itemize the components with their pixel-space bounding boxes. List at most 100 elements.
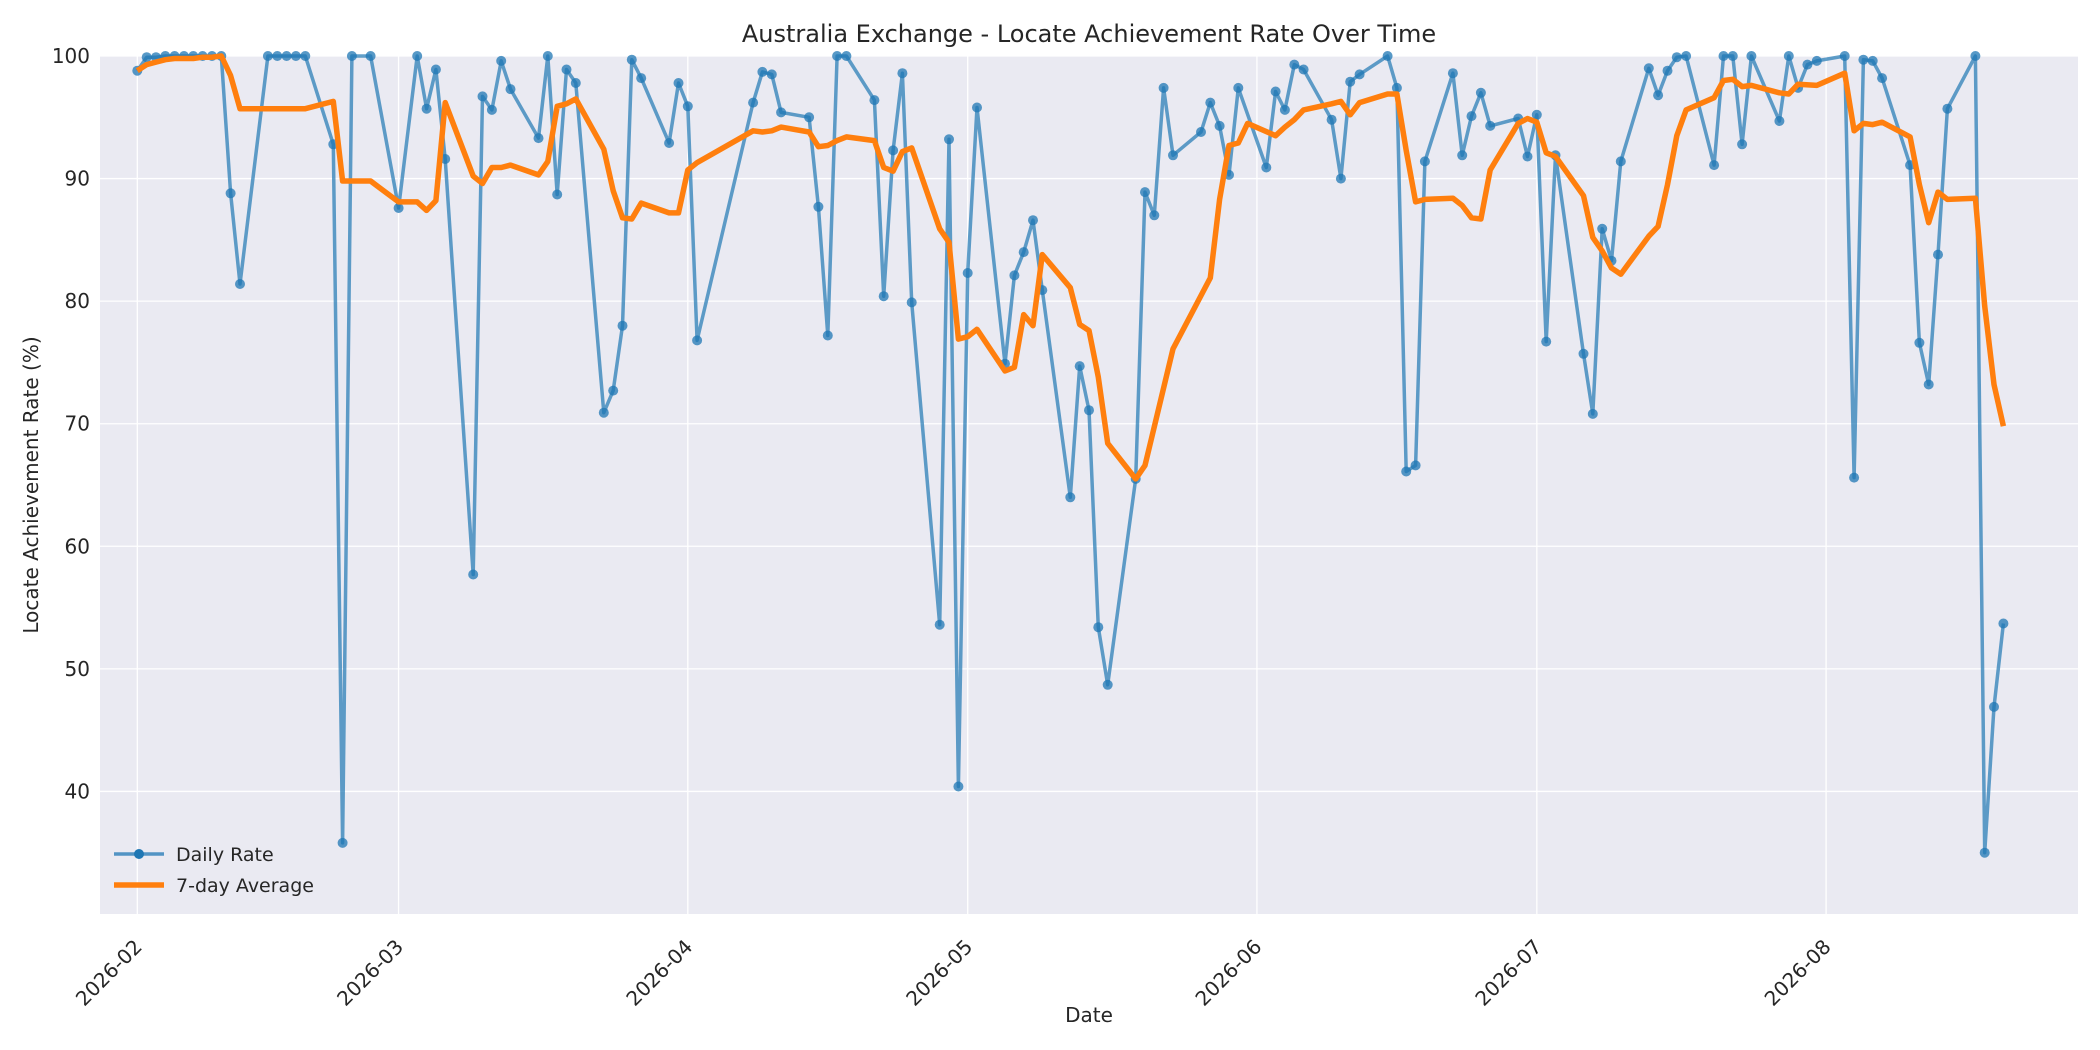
daily-rate-point — [1998, 618, 2009, 629]
y-tick-label: 100 — [52, 44, 90, 68]
daily-rate-point — [822, 330, 833, 341]
daily-rate-point — [1718, 51, 1729, 61]
daily-rate-point — [878, 291, 889, 302]
daily-rate-point — [1727, 51, 1738, 61]
daily-rate-point — [1065, 492, 1076, 503]
y-tick-label: 90 — [65, 167, 90, 191]
daily-rate-point — [636, 73, 647, 84]
daily-rate-point — [1578, 348, 1589, 359]
daily-rate-point — [1410, 460, 1421, 471]
daily-rate-point — [477, 91, 488, 102]
daily-rate-point — [1979, 847, 1990, 858]
daily-rate-point — [1933, 249, 1943, 260]
daily-rate-point — [1205, 97, 1216, 108]
daily-rate-point — [1653, 90, 1664, 101]
daily-rate-point — [1475, 87, 1486, 98]
legend-average-label: 7-day Average — [176, 875, 314, 897]
daily-rate-point — [1149, 210, 1160, 221]
daily-rate-point — [1391, 82, 1402, 93]
daily-rate-point — [804, 112, 815, 123]
daily-rate-point — [608, 385, 619, 396]
daily-rate-point — [1084, 405, 1094, 416]
series-layer — [132, 51, 2009, 858]
y-tick-label: 70 — [65, 412, 90, 436]
daily-rate-point — [1615, 156, 1626, 167]
daily-rate-point — [1028, 215, 1038, 226]
daily-rate-point — [869, 95, 880, 106]
legend-daily-marker — [134, 849, 144, 859]
daily-rate-point — [1270, 86, 1281, 97]
daily-rate-point — [346, 51, 357, 61]
daily-rate-point — [1018, 247, 1029, 258]
daily-rate-point — [552, 189, 563, 200]
daily-rate-point — [953, 781, 964, 792]
daily-rate-point — [1587, 408, 1598, 419]
daily-rate-point — [748, 97, 759, 108]
daily-rate-point — [944, 134, 954, 145]
daily-rate-point — [1643, 63, 1654, 74]
daily-rate-point — [1158, 82, 1169, 93]
daily-rate-point — [1942, 103, 1953, 114]
daily-rate-point — [1522, 151, 1533, 162]
daily-rate-point — [1671, 52, 1682, 63]
daily-rate-point — [1279, 104, 1290, 115]
x-axis-label: Date — [1065, 1003, 1113, 1027]
daily-rate-point — [934, 619, 945, 630]
daily-rate-point — [682, 101, 693, 112]
daily-rate-point — [1009, 270, 1020, 281]
daily-rate-point — [1298, 64, 1309, 75]
daily-rate-point — [1989, 701, 1999, 712]
y-axis-label: Locate Achievement Rate (%) — [19, 336, 43, 633]
daily-rate-point — [262, 51, 273, 61]
daily-rate-point — [1214, 120, 1225, 131]
daily-rate-point — [626, 54, 637, 65]
daily-rate-point — [1923, 379, 1934, 390]
daily-rate-point — [1196, 127, 1206, 137]
daily-rate-point — [897, 68, 908, 79]
legend-daily-label: Daily Rate — [176, 844, 274, 866]
daily-rate-point — [1774, 116, 1785, 126]
daily-rate-point — [1354, 69, 1365, 80]
daily-rate-point — [1074, 361, 1085, 372]
daily-rate-point — [300, 51, 311, 61]
daily-rate-point — [1401, 466, 1412, 477]
daily-rate-point — [561, 64, 572, 75]
daily-rate-point — [1783, 51, 1794, 61]
daily-rate-point — [1419, 156, 1430, 167]
daily-rate-point — [1326, 114, 1337, 125]
daily-rate-point — [766, 69, 777, 80]
daily-rate-point — [1709, 160, 1720, 171]
daily-rate-point — [1233, 82, 1244, 93]
daily-rate-point — [888, 145, 899, 156]
daily-rate-point — [813, 201, 824, 212]
daily-rate-point — [542, 51, 553, 61]
y-tick-label: 60 — [65, 534, 90, 558]
daily-rate-point — [972, 102, 982, 113]
daily-rate-point — [430, 64, 441, 75]
daily-rate-point — [673, 78, 684, 88]
y-tick-label: 80 — [65, 289, 90, 313]
daily-rate-point — [290, 51, 301, 61]
daily-rate-point — [841, 51, 852, 61]
daily-rate-point — [1662, 65, 1673, 76]
daily-rate-point — [598, 407, 609, 418]
daily-rate-point — [776, 107, 787, 118]
daily-rate-point — [1849, 472, 1860, 483]
daily-rate-point — [832, 51, 843, 61]
y-axis-ticks: 40 50 60 70 80 90 100 — [52, 44, 90, 803]
daily-rate-point — [1746, 51, 1757, 61]
daily-rate-point — [365, 51, 376, 61]
daily-rate-point — [1802, 59, 1813, 70]
seven-day-average-line — [135, 53, 2007, 482]
y-tick-label: 50 — [65, 657, 90, 681]
daily-rate-point — [692, 335, 703, 346]
daily-rate-point — [1811, 55, 1822, 66]
daily-rate-point — [421, 103, 432, 114]
daily-rate-point — [1335, 173, 1346, 184]
y-tick-label: 40 — [65, 779, 90, 803]
daily-rate-point — [496, 55, 507, 66]
daily-rate-point — [1867, 55, 1878, 66]
daily-rate-point — [1877, 73, 1888, 84]
daily-rate-point — [141, 52, 152, 63]
